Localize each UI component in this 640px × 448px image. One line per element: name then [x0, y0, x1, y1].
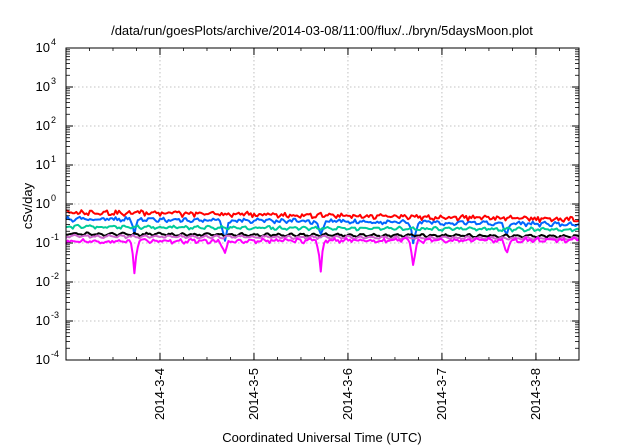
y-tick-label: 10 — [36, 40, 50, 55]
x-axis-label: Coordinated Universal Time (UTC) — [222, 430, 421, 445]
y-tick-exponent: -4 — [51, 349, 59, 359]
y-tick-label: 10 — [36, 118, 50, 133]
series-line-4 — [65, 231, 580, 239]
x-axis: 2014-3-4 2014-3-5 2014-3-6 2014-3-7 2014-3-8 — [65, 48, 560, 420]
y-tick-exponent: 1 — [51, 154, 56, 164]
series-line-5 — [65, 233, 580, 241]
y-tick-exponent: 4 — [51, 37, 56, 47]
chart-title: /data/run/goesPlots/archive/2014-03-08/1… — [111, 23, 533, 38]
y-tick-label: 10 — [36, 352, 50, 367]
x-tick-label: 2014-3-5 — [246, 368, 261, 420]
series-group — [65, 209, 580, 275]
series-line-6 — [65, 236, 580, 275]
y-tick-label: 10 — [36, 313, 50, 328]
series-line-3 — [65, 223, 580, 233]
x-tick-label: 2014-3-8 — [528, 368, 543, 420]
x-tick-label: 2014-3-6 — [340, 368, 355, 420]
y-tick-label: 10 — [36, 274, 50, 289]
y-tick-exponent: 0 — [51, 193, 56, 203]
y-tick-exponent: -3 — [51, 310, 59, 320]
x-tick-label: 2014-3-4 — [152, 368, 167, 420]
y-tick-exponent: 2 — [51, 115, 56, 125]
y-tick-label: 10 — [36, 235, 50, 250]
y-tick-label: 10 — [36, 79, 50, 94]
y-tick-exponent: 3 — [51, 76, 56, 86]
series-line-1 — [65, 209, 580, 223]
series-line-2 — [65, 215, 580, 245]
y-tick-exponent: -1 — [51, 232, 59, 242]
grid-lines — [66, 48, 579, 360]
y-tick-label: 10 — [36, 157, 50, 172]
y-axis-label: cSv/day — [20, 182, 35, 229]
y-tick-label: 10 — [36, 196, 50, 211]
y-tick-exponent: -2 — [51, 271, 59, 281]
x-tick-label: 2014-3-7 — [434, 368, 449, 420]
